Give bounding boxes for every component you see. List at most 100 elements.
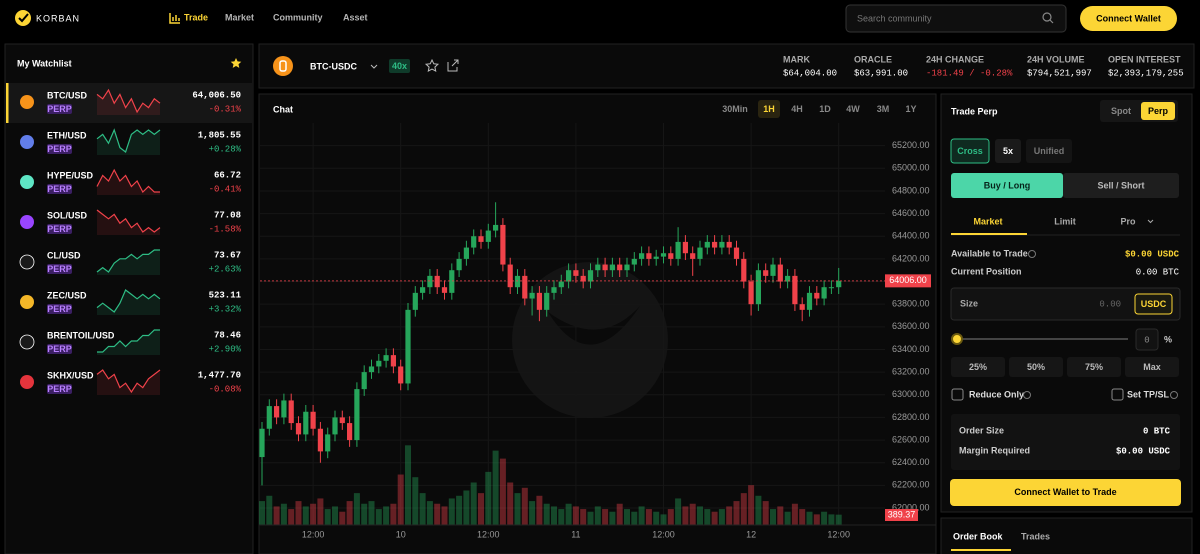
timeframe[interactable]: 30Min [722, 104, 748, 114]
sparkline [96, 168, 160, 193]
margin-mode-button[interactable] [1026, 139, 1072, 163]
timeframe[interactable]: 1D [819, 104, 831, 114]
volume-bar [733, 501, 740, 525]
watchlist-star[interactable] [230, 58, 242, 68]
volume-bar [667, 509, 674, 525]
sparkline [96, 209, 161, 233]
external-link-icon[interactable] [447, 59, 459, 72]
chart-title: Chat [273, 104, 293, 114]
candle-body [420, 287, 426, 293]
x-tick-label: 12 [746, 529, 756, 539]
pro-chevron [1147, 219, 1154, 224]
volume-bar [748, 485, 755, 525]
y-tick-label: 65000.00 [892, 163, 930, 173]
nav-item[interactable]: Community [273, 12, 323, 22]
available-value: $0.00 USDC [1125, 249, 1180, 259]
connect-trade-button[interactable] [950, 479, 1181, 506]
timeframe[interactable]: 1H [763, 104, 775, 114]
margin-mode-button[interactable] [950, 138, 990, 164]
watchlist-change: +3.32% [209, 304, 242, 314]
margin-mode-button[interactable] [995, 139, 1021, 163]
perp-badge-label: PERP [47, 344, 72, 354]
watchlist-symbol: CL/USD [47, 250, 81, 260]
volume-bar [682, 506, 689, 525]
candle-body [587, 270, 594, 282]
info-icon [1170, 391, 1178, 399]
timeframe[interactable]: 4W [846, 104, 860, 114]
candle-body [806, 292, 813, 310]
logo: KORBAN [36, 13, 80, 23]
size-unit-button[interactable] [1134, 293, 1173, 315]
market-tab[interactable]: Spot [1111, 106, 1131, 116]
candle-body [558, 281, 564, 288]
volume-bar [390, 503, 397, 525]
x-tick-label: 12:00 [477, 529, 500, 539]
watermark-mark [548, 306, 640, 345]
watchlist-change: -1.58% [209, 224, 242, 234]
reduce-only-checkbox[interactable] [951, 388, 964, 401]
volume-bar [324, 509, 331, 525]
preset-label: 50% [1027, 362, 1045, 372]
volume-bar [499, 458, 506, 525]
position-value: 0.00 BTC [1136, 267, 1180, 277]
percent-unit: % [1164, 334, 1172, 344]
search-box[interactable] [845, 4, 1067, 33]
preset-button[interactable] [951, 357, 1005, 377]
candle-body [668, 253, 674, 259]
timeframe[interactable]: 1Y [905, 104, 916, 114]
connect-wallet-button[interactable] [1080, 6, 1177, 31]
y-tick-label: 62200.00 [892, 480, 930, 490]
bottom-tab[interactable]: Trades [1021, 531, 1050, 541]
volume-bar [543, 503, 550, 525]
timeframe[interactable]: 3M [877, 104, 890, 114]
watchlist-symbol: ZEC/USD [47, 290, 87, 300]
preset-button[interactable] [1009, 357, 1063, 377]
order-type-tab[interactable]: Limit [1054, 216, 1076, 226]
search-icon-handle [1049, 19, 1054, 24]
volume-bar [704, 509, 711, 525]
y-tick-label: 62400.00 [892, 457, 930, 467]
candle-body [332, 417, 338, 435]
order-type-tab[interactable]: Pro [1120, 216, 1136, 226]
size-input[interactable] [950, 287, 1181, 321]
watchlist-symbol: BRENTOIL/USD [47, 330, 115, 340]
watchlist-row[interactable] [6, 363, 252, 403]
bottom-tab[interactable]: Order Book [953, 531, 1004, 541]
candle-body [274, 406, 280, 418]
last-volume-tag [885, 509, 918, 521]
side-sell[interactable] [1063, 173, 1179, 198]
preset-button[interactable] [1125, 357, 1179, 377]
slider-thumb[interactable] [951, 333, 963, 345]
nav-item[interactable]: Trade [184, 12, 208, 22]
percent-input[interactable] [1135, 328, 1159, 351]
ticker-symbol[interactable]: BTC-USDC [310, 61, 357, 71]
coin-icon [20, 215, 34, 229]
favorite-icon[interactable] [424, 58, 440, 73]
coin-icon [19, 334, 35, 350]
market-tab[interactable]: Perp [1148, 106, 1169, 116]
tp-sl-checkbox[interactable] [1111, 388, 1124, 401]
x-tick-label: 11 [571, 529, 580, 539]
preset-button[interactable] [1067, 357, 1121, 377]
leverage-label: 40x [392, 61, 407, 71]
watchlist-price: 78.46 [214, 330, 241, 340]
volume-bar [514, 493, 521, 525]
timeframe[interactable]: 4H [791, 104, 803, 114]
volume-bar [631, 511, 638, 525]
perp-badge-label: PERP [47, 184, 72, 194]
perp-badge-label: PERP [47, 264, 72, 274]
position-label: Current Position [951, 266, 1022, 276]
sparkline [97, 329, 160, 353]
candle-body [836, 280, 842, 288]
nav-item[interactable]: Asset [343, 12, 368, 22]
order-type-tab[interactable]: Market [973, 216, 1002, 226]
y-tick-label: 63800.00 [892, 299, 930, 309]
stat-label: MARK [783, 54, 810, 64]
volume-bar [529, 501, 536, 525]
nav-item[interactable]: Market [225, 12, 254, 22]
volume-bar [478, 493, 484, 525]
info-icon [1028, 250, 1036, 258]
side-buy[interactable] [951, 173, 1063, 198]
y-tick-label: 64800.00 [892, 185, 930, 195]
